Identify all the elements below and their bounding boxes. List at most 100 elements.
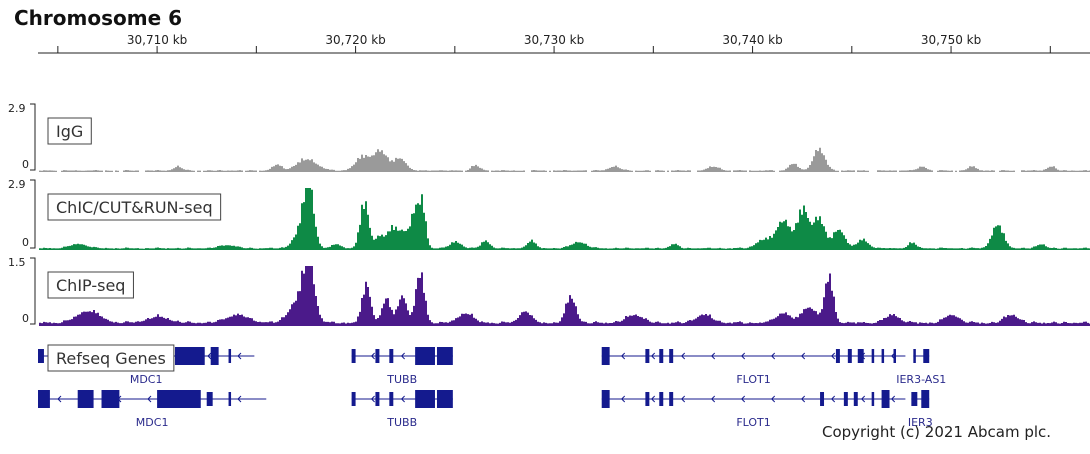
strand-arrow	[207, 352, 212, 360]
gene-exon	[669, 392, 674, 406]
gene-exon	[38, 390, 50, 408]
ruler-axis: 30,710 kb 30,720 kb 30,730 kb 30,740 kb 30,7…	[38, 33, 1090, 54]
ruler-tick-label: 30,750 kb	[921, 33, 981, 47]
strand-arrow	[681, 352, 686, 360]
gene-exon	[436, 347, 453, 365]
signal-tracks: 2.9 0 IgG 2.9 0 ChIC/CUT&RUN-seq 1.5 0 ChIP-seq	[8, 102, 1090, 326]
gene-tubb: TUBB	[351, 347, 453, 386]
gene-exon	[871, 392, 875, 406]
strand-arrow	[801, 395, 806, 403]
gene-exon	[871, 349, 875, 363]
gene-exon	[659, 349, 664, 363]
gene-exon	[389, 349, 394, 363]
track-label: IgG	[56, 122, 83, 141]
gene-label: TUBB	[386, 373, 417, 386]
strand-arrow	[621, 395, 626, 403]
gene-exon	[38, 349, 44, 363]
gene-exon	[881, 349, 885, 363]
strand-arrow	[651, 395, 656, 403]
ruler-tick-label: 30,720 kb	[325, 33, 385, 47]
gene-exon	[857, 349, 864, 363]
gene-label: MDC1	[136, 416, 169, 429]
gene-exon	[228, 392, 232, 406]
gene-flot1: FLOT1	[601, 347, 906, 386]
strand-arrow	[861, 395, 866, 403]
strand-arrow	[237, 395, 242, 403]
track-ymin-label: 0	[22, 312, 29, 325]
track-chic: 2.9 0 ChIC/CUT&RUN-seq	[8, 178, 1090, 250]
gene-tubb: TUBB	[351, 390, 453, 429]
gene-exon	[228, 349, 232, 363]
gene-exon	[389, 392, 394, 406]
gene-exon	[645, 392, 650, 406]
track-ymax-label: 2.9	[8, 102, 26, 115]
gene-label: MDC1	[130, 373, 163, 386]
track-ymin-label: 0	[22, 236, 29, 249]
gene-exon	[881, 390, 890, 408]
strand-arrow	[801, 352, 806, 360]
strand-arrow	[681, 395, 686, 403]
strand-arrow	[831, 395, 836, 403]
strand-arrow	[370, 352, 375, 360]
gene-exon	[893, 349, 896, 363]
track-label: ChIC/CUT&RUN-seq	[56, 198, 213, 217]
gene-exon	[77, 390, 94, 408]
gene-exon	[853, 392, 858, 406]
track-signal-area	[39, 266, 1090, 326]
gene-exon	[157, 390, 201, 408]
track-ymax-label: 2.9	[8, 178, 26, 191]
gene-exon	[174, 347, 205, 365]
gene-mdc1: MDC1	[38, 390, 267, 429]
gene-exon	[436, 390, 453, 408]
gene-exon	[415, 347, 435, 365]
gene-exon	[921, 390, 930, 408]
strand-arrow	[771, 352, 776, 360]
gene-label: FLOT1	[736, 373, 770, 386]
strand-arrow	[831, 352, 836, 360]
gene-exon	[913, 349, 916, 363]
gene-exon	[210, 347, 219, 365]
gene-exon	[669, 349, 674, 363]
gene-label: IER3	[908, 416, 933, 429]
track-igg: 2.9 0 IgG	[8, 102, 1090, 172]
track-scale-bracket	[30, 103, 36, 171]
strand-arrow	[741, 395, 746, 403]
strand-arrow	[621, 352, 626, 360]
strand-arrow	[57, 395, 62, 403]
gene-label: TUBB	[386, 416, 417, 429]
track-scale-bracket	[30, 257, 36, 325]
genes-track-label-box	[47, 344, 175, 372]
gene-label: IER3-AS1	[896, 373, 946, 386]
gene-exon	[375, 349, 380, 363]
track-ymin-label: 0	[22, 158, 29, 171]
gene-exon	[820, 392, 825, 406]
copyright-notice: Copyright (c) 2021 Abcam plc.	[822, 423, 1052, 441]
gene-exon	[835, 349, 840, 363]
refseq-genes-track: MDC1 TUBB FLOT1 IER3-AS1 MDC1 TUBB FLOT1 IER3 Re…	[38, 344, 946, 429]
gene-ier3-as1: IER3-AS1	[896, 349, 946, 386]
gene-exon	[645, 349, 650, 363]
track-label-box	[47, 193, 222, 221]
gene-exon	[375, 392, 380, 406]
strand-arrow	[400, 395, 405, 403]
strand-arrow	[370, 395, 375, 403]
strand-arrow	[771, 395, 776, 403]
strand-arrow	[891, 395, 896, 403]
ruler-tick-label: 30,710 kb	[127, 33, 187, 47]
gene-label: FLOT1	[736, 416, 770, 429]
gene-exon	[659, 392, 664, 406]
track-signal-area	[39, 147, 1090, 172]
strand-arrow	[400, 352, 405, 360]
strand-arrow	[741, 352, 746, 360]
strand-arrow	[651, 352, 656, 360]
track-label-box	[47, 117, 92, 145]
gene-flot1: FLOT1	[601, 390, 906, 429]
strand-arrow	[711, 352, 716, 360]
strand-arrow	[237, 352, 242, 360]
gene-exon	[911, 392, 918, 406]
strand-arrow	[147, 395, 152, 403]
gene-exon	[206, 392, 213, 406]
gene-exon	[351, 392, 356, 406]
track-chip: 1.5 0 ChIP-seq	[8, 256, 1090, 326]
